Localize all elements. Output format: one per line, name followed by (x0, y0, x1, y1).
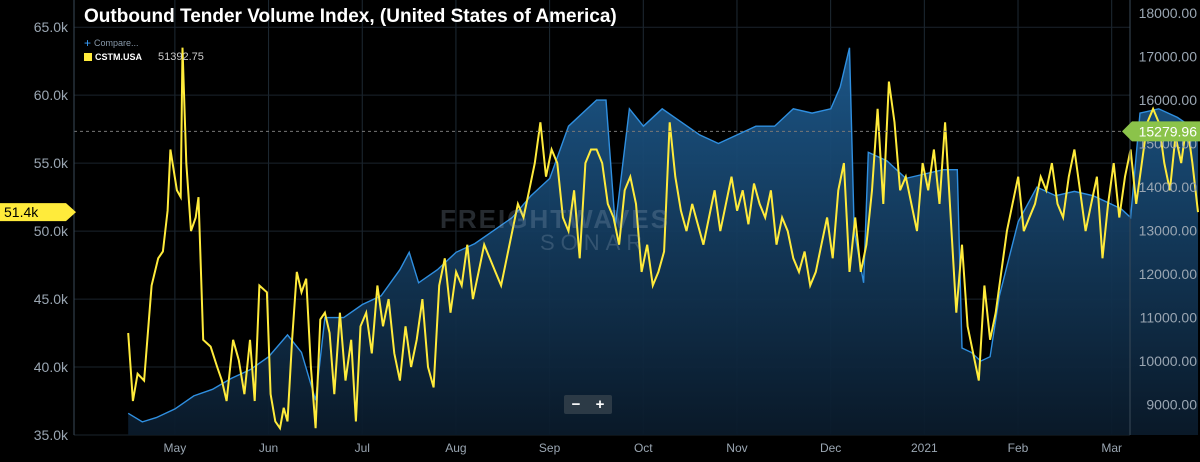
series-swatch (84, 53, 92, 61)
left-last-value-badge (0, 203, 76, 222)
zoom-out-button[interactable]: − (571, 396, 581, 413)
x-tick-label: Dec (820, 441, 841, 455)
x-tick-label: Mar (1101, 441, 1122, 455)
series-label: CSTM.USA (95, 52, 142, 62)
right-tick-label: 16000.00 (1139, 92, 1198, 108)
left-tick-label: 40.0k (34, 359, 69, 375)
cstm-series-line (127, 47, 1199, 431)
watermark-line2: SONAR (540, 230, 649, 255)
right-last-value-badge (1122, 121, 1200, 142)
watermark-line1: FREIGHTWAVES (440, 204, 671, 234)
x-tick-label: 2021 (911, 441, 938, 455)
legend-compare[interactable]: + Compare... (84, 36, 204, 50)
compare-area-fill (128, 47, 1199, 436)
x-tick-label: Sep (539, 441, 561, 455)
plus-icon: + (84, 36, 92, 50)
x-tick-label: Nov (726, 441, 747, 455)
right-tick-label: 13000.00 (1139, 223, 1198, 239)
left-tick-label: 50.0k (34, 223, 69, 239)
x-tick-label: May (164, 441, 187, 455)
legend-series[interactable]: CSTM.USA 51392.75 (84, 50, 204, 64)
zoom-controls: − + (564, 395, 612, 414)
right-last-value-label: 15279.96 (1139, 123, 1198, 139)
left-tick-label: 35.0k (34, 427, 69, 443)
left-last-value-label: 51.4k (4, 204, 39, 220)
x-tick-label: Feb (1008, 441, 1029, 455)
compare-label: Compare... (94, 38, 139, 48)
x-tick-label: Oct (634, 441, 653, 455)
series-value: 51392.75 (158, 51, 204, 63)
chart-title: Outbound Tender Volume Index, (United St… (84, 6, 617, 27)
right-tick-label: 17000.00 (1139, 49, 1198, 65)
right-tick-label: 10000.00 (1139, 353, 1198, 369)
zoom-in-button[interactable]: + (595, 396, 605, 413)
left-tick-label: 65.0k (34, 19, 69, 35)
x-tick-label: Jul (355, 441, 370, 455)
right-tick-label: 18000.00 (1139, 5, 1198, 21)
right-tick-label: 11000.00 (1140, 310, 1198, 326)
legend: + Compare... CSTM.USA 51392.75 (84, 36, 204, 64)
compare-area (128, 47, 1199, 436)
right-tick-label: 14000.00 (1139, 179, 1198, 195)
right-tick-label: 9000.00 (1146, 397, 1197, 413)
compare-series-line (127, 47, 1199, 423)
left-tick-label: 45.0k (34, 291, 69, 307)
series-lines (74, 47, 1199, 431)
x-tick-label: Aug (445, 441, 466, 455)
left-tick-label: 60.0k (34, 87, 69, 103)
x-tick-label: Jun (259, 441, 278, 455)
left-tick-label: 55.0k (34, 155, 69, 171)
right-tick-label: 12000.00 (1139, 266, 1198, 282)
